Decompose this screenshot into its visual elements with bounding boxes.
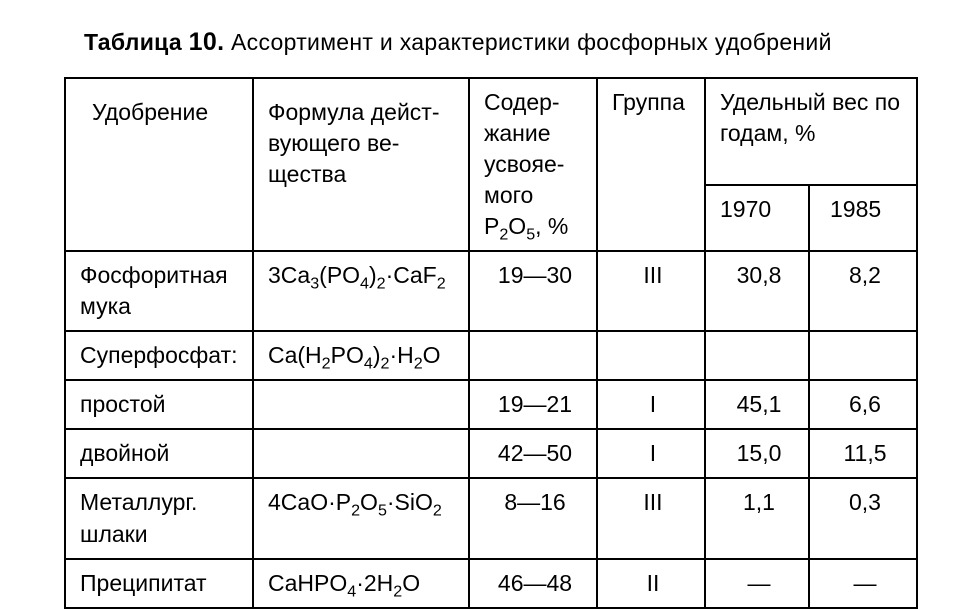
caption-number: 10. bbox=[189, 28, 225, 56]
cell-formula bbox=[253, 429, 469, 478]
caption-text: Ассортимент и характеристики фосфорных у… bbox=[231, 29, 832, 55]
cell-content: 8—16 bbox=[469, 478, 597, 558]
col-year-1970: 1970 bbox=[705, 185, 809, 251]
table-row: Металлург. шлаки 4CaO·P2O5·SiO2 8—16 III… bbox=[65, 478, 917, 558]
table-row: Преципитат CaHPO4·2H2O 46—48 II — — bbox=[65, 559, 917, 608]
cell-content bbox=[469, 331, 597, 380]
cell-name: Суперфосфат: bbox=[65, 331, 253, 380]
table-header-row: Удобрение Формула дейст­вующего ве­ществ… bbox=[65, 78, 917, 185]
cell-formula: 3Ca3(PO4)2·CaF2 bbox=[253, 251, 469, 331]
table-caption: Таблица 10. Ассортимент и характеристики… bbox=[84, 28, 917, 57]
cell-name: Фосфоритная мука bbox=[65, 251, 253, 331]
col-group: Группа bbox=[597, 78, 705, 251]
cell-group: I bbox=[597, 429, 705, 478]
cell-group bbox=[597, 331, 705, 380]
cell-content: 19—30 bbox=[469, 251, 597, 331]
cell-y1970: 30,8 bbox=[705, 251, 809, 331]
cell-content: 42—50 bbox=[469, 429, 597, 478]
cell-y1970: — bbox=[705, 559, 809, 608]
caption-label: Таблица bbox=[84, 29, 182, 55]
table-row: простой 19—21 I 45,1 6,6 bbox=[65, 380, 917, 429]
cell-name: двойной bbox=[65, 429, 253, 478]
cell-y1985 bbox=[809, 331, 917, 380]
cell-content: 19—21 bbox=[469, 380, 597, 429]
cell-y1985: 0,3 bbox=[809, 478, 917, 558]
col-formula: Формула дейст­вующего ве­щества bbox=[253, 78, 469, 251]
cell-formula: Ca(H2PO4)2·H2O bbox=[253, 331, 469, 380]
col-fertilizer: Удобрение bbox=[65, 78, 253, 251]
cell-y1985: — bbox=[809, 559, 917, 608]
phosphate-fertilizer-table: Удобрение Формула дейст­вующего ве­ществ… bbox=[64, 77, 918, 609]
cell-formula bbox=[253, 380, 469, 429]
cell-y1970: 15,0 bbox=[705, 429, 809, 478]
col-content: Содер­жание усвояе­мого P2O5, % bbox=[469, 78, 597, 251]
cell-group: III bbox=[597, 478, 705, 558]
cell-y1985: 6,6 bbox=[809, 380, 917, 429]
cell-name: простой bbox=[65, 380, 253, 429]
cell-content: 46—48 bbox=[469, 559, 597, 608]
cell-name: Преципитат bbox=[65, 559, 253, 608]
table-row: Фосфоритная мука 3Ca3(PO4)2·CaF2 19—30 I… bbox=[65, 251, 917, 331]
cell-y1970: 1,1 bbox=[705, 478, 809, 558]
cell-formula: CaHPO4·2H2O bbox=[253, 559, 469, 608]
table-row: Суперфосфат: Ca(H2PO4)2·H2O bbox=[65, 331, 917, 380]
cell-group: III bbox=[597, 251, 705, 331]
col-year-1985: 1985 bbox=[809, 185, 917, 251]
cell-group: I bbox=[597, 380, 705, 429]
cell-y1985: 8,2 bbox=[809, 251, 917, 331]
col-weight-by-year: Удельный вес по годам, % bbox=[705, 78, 917, 185]
table-row: двойной 42—50 I 15,0 11,5 bbox=[65, 429, 917, 478]
cell-y1970 bbox=[705, 331, 809, 380]
cell-name: Металлург. шлаки bbox=[65, 478, 253, 558]
cell-y1985: 11,5 bbox=[809, 429, 917, 478]
cell-y1970: 45,1 bbox=[705, 380, 809, 429]
cell-formula: 4CaO·P2O5·SiO2 bbox=[253, 478, 469, 558]
cell-group: II bbox=[597, 559, 705, 608]
